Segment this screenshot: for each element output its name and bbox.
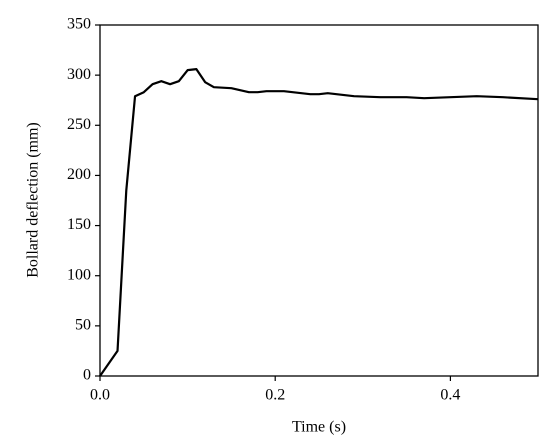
y-axis-label: Bollard deflection (mm) bbox=[25, 122, 42, 278]
y-tick-label: 250 bbox=[67, 116, 91, 133]
x-tick-label: 0.4 bbox=[440, 387, 460, 404]
y-tick-label: 100 bbox=[67, 266, 91, 283]
y-tick-label: 200 bbox=[67, 166, 91, 183]
y-tick-label: 0 bbox=[83, 367, 91, 384]
y-tick-label: 300 bbox=[67, 66, 91, 83]
y-tick-label: 50 bbox=[75, 317, 91, 334]
y-tick-label: 150 bbox=[67, 216, 91, 233]
y-tick-label: 350 bbox=[67, 16, 91, 33]
plot-frame bbox=[99, 24, 539, 377]
x-tick-label: 0.2 bbox=[265, 387, 285, 404]
data-line bbox=[99, 68, 539, 377]
x-axis-label: Time (s) bbox=[292, 419, 346, 436]
x-tick-label: 0.0 bbox=[90, 387, 110, 404]
